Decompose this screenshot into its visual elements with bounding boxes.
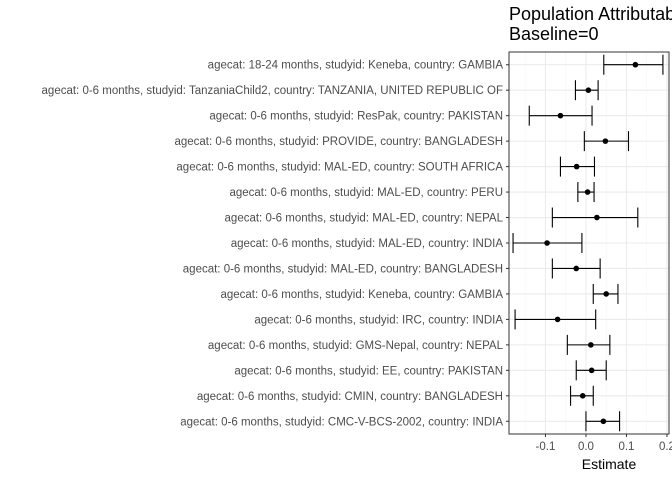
point-estimate bbox=[594, 214, 600, 221]
point-estimate bbox=[632, 61, 639, 68]
point-estimate bbox=[600, 418, 607, 425]
y-tick-label: agecat: 0-6 months, studyid: TanzaniaChi… bbox=[42, 85, 503, 97]
x-tick-label: 0.1 bbox=[618, 441, 634, 453]
point-estimate bbox=[588, 367, 595, 374]
y-tick-label: agecat: 0-6 months, studyid: Keneba, cou… bbox=[220, 289, 503, 301]
y-axis-ticks: agecat: 18-24 months, studyid: Keneba, c… bbox=[42, 60, 509, 428]
y-tick-label: agecat: 0-6 months, studyid: ResPak, cou… bbox=[209, 111, 503, 123]
point-estimate bbox=[573, 265, 580, 272]
y-tick-label: agecat: 0-6 months, studyid: CMIN, count… bbox=[197, 391, 503, 403]
y-tick-label: agecat: 0-6 months, studyid: PROVIDE, co… bbox=[174, 136, 503, 148]
y-tick-label: agecat: 0-6 months, studyid: EE, country… bbox=[234, 365, 503, 377]
point-estimate bbox=[603, 291, 610, 297]
y-tick-label: agecat: 0-6 months, studyid: CMC-V-BCS-2… bbox=[180, 416, 503, 428]
y-tick-label: agecat: 0-6 months, studyid: MAL-ED, cou… bbox=[231, 238, 504, 250]
x-axis-label: Estimate bbox=[582, 456, 637, 472]
y-tick-label: agecat: 0-6 months, studyid: MAL-ED, cou… bbox=[225, 213, 504, 225]
y-tick-label: agecat: 0-6 months, studyid: MAL-ED, cou… bbox=[183, 263, 503, 275]
point-estimate bbox=[579, 393, 586, 399]
point-estimate bbox=[588, 342, 594, 348]
point-estimate bbox=[544, 240, 550, 246]
point-estimates bbox=[544, 61, 639, 425]
chart-title-line: Population Attributable bbox=[509, 4, 672, 24]
point-estimate bbox=[585, 87, 592, 93]
point-estimate bbox=[557, 112, 564, 119]
y-tick-label: agecat: 0-6 months, studyid: MAL-ED, cou… bbox=[229, 187, 503, 199]
point-estimate bbox=[602, 138, 609, 144]
point-estimate bbox=[573, 163, 580, 170]
point-estimate bbox=[584, 189, 591, 195]
chart-title: Population Attributable Baseline=0 bbox=[509, 4, 672, 44]
point-estimate bbox=[554, 316, 561, 323]
chart-subtitle-line: Baseline=0 bbox=[509, 24, 599, 44]
y-tick-label: agecat: 18-24 months, studyid: Keneba, c… bbox=[208, 60, 504, 72]
x-tick-label: -0.1 bbox=[536, 441, 556, 453]
y-tick-label: agecat: 0-6 months, studyid: GMS-Nepal, … bbox=[208, 340, 504, 352]
x-tick-label: 0.2 bbox=[659, 441, 672, 453]
x-tick-label: 0.0 bbox=[578, 441, 594, 453]
y-tick-label: agecat: 0-6 months, studyid: MAL-ED, cou… bbox=[176, 162, 503, 174]
y-tick-label: agecat: 0-6 months, studyid: IRC, countr… bbox=[254, 314, 503, 326]
x-axis-ticks: -0.1 0.0 0.1 0.2 bbox=[536, 434, 672, 453]
